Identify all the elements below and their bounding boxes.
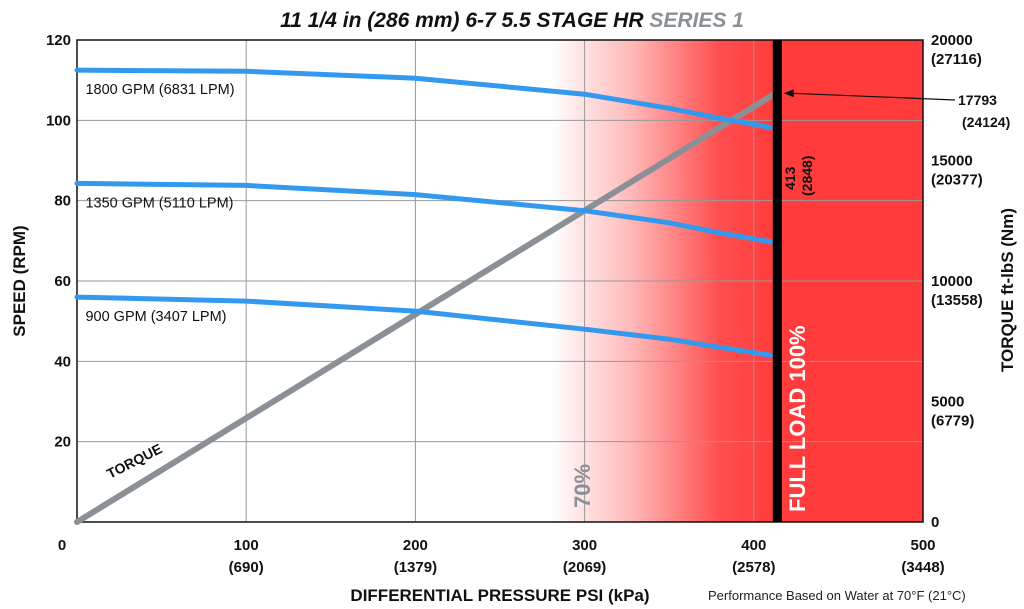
chart-title-main: 11 1/4 in (286 mm) 6-7 5.5 STAGE HR (280, 9, 644, 32)
y-left-tick-label: 120 (46, 32, 71, 49)
chart-title: 11 1/4 in (286 mm) 6-7 5.5 STAGE HR SERI… (280, 9, 744, 32)
x-ticks: 0 100 (690) 200 (1379) 300 (2069) 400 (2578) 500 (… (58, 537, 945, 576)
x-tick-label: 0 (58, 537, 66, 554)
x-tick-sublabel: (1379) (394, 559, 437, 576)
speed-curve (74, 180, 779, 246)
speed-lines: 1800 GPM (6831 LPM) 1350 GPM (5110 LPM) 90… (74, 67, 779, 359)
chart-title-accent: SERIES 1 (649, 9, 744, 32)
speed-curve-label: 900 GPM (3407 LPM) (85, 309, 226, 325)
full-load-value-sub: (2848) (799, 156, 815, 196)
y-right-axis-title: TORQUE ft-lbS (Nm) (998, 208, 1017, 372)
max-torque-sub: (24124) (962, 114, 1010, 130)
y-right-tick-sublabel: (27116) (931, 51, 982, 68)
y-left-tick-label: 80 (54, 193, 71, 210)
x-tick-sublabel: (3448) (901, 559, 944, 576)
speed-curve-label: 1350 GPM (5110 LPM) (85, 195, 233, 211)
speed-curve-label: 1800 GPM (6831 LPM) (85, 82, 234, 98)
x-tick-sublabel: (690) (229, 559, 264, 576)
y-right-tick-sublabel: (6779) (931, 413, 974, 430)
x-axis-title: DIFFERENTIAL PRESSURE PSI (kPa) (350, 586, 649, 605)
speed-curve (74, 67, 779, 131)
full-load-label: FULL LOAD 100% (785, 325, 810, 512)
y-right-tick-sublabel: (13558) (931, 292, 983, 309)
full-load-value-label: 413 (782, 166, 798, 190)
speed-curve (74, 294, 779, 359)
footnote: Performance Based on Water at 70°F (21°C… (708, 588, 966, 603)
y-left-axis-title: SPEED (RPM) (10, 225, 29, 336)
seventy-percent-label: 70% (570, 464, 595, 508)
y-right-tick-label: 15000 (931, 153, 973, 170)
y-right-tick-label: 10000 (931, 273, 973, 290)
x-tick-sublabel: (2578) (732, 559, 775, 576)
plot-frame (76, 39, 924, 523)
y-left-tick-label: 20 (54, 434, 71, 451)
y-left-tick-label: 40 (54, 353, 71, 370)
y-left-ticks: 20 40 60 80 100 120 (46, 32, 71, 451)
y-right-tick-label: 5000 (931, 394, 964, 411)
max-torque-label: 17793 (958, 92, 997, 108)
max-torque-arrowhead (783, 89, 794, 98)
y-left-tick-label: 100 (46, 112, 71, 129)
x-tick-label: 400 (741, 537, 766, 554)
y-right-tick-label: 0 (931, 514, 939, 531)
x-tick-label: 300 (572, 537, 597, 554)
y-left-tick-label: 60 (54, 273, 71, 290)
x-tick-label: 100 (234, 537, 259, 554)
x-tick-label: 200 (403, 537, 428, 554)
x-tick-label: 500 (910, 537, 935, 554)
y-right-tick-label: 20000 (931, 32, 973, 49)
torque-line (74, 90, 779, 525)
y-right-ticks: 0 5000 (6779) 10000 (13558) 15000 (20377) 20000… (931, 32, 983, 531)
y-right-tick-sublabel: (20377) (931, 172, 983, 189)
x-tick-sublabel: (2069) (563, 559, 606, 576)
full-load-bar (772, 40, 782, 522)
max-torque-arrow (789, 92, 956, 101)
